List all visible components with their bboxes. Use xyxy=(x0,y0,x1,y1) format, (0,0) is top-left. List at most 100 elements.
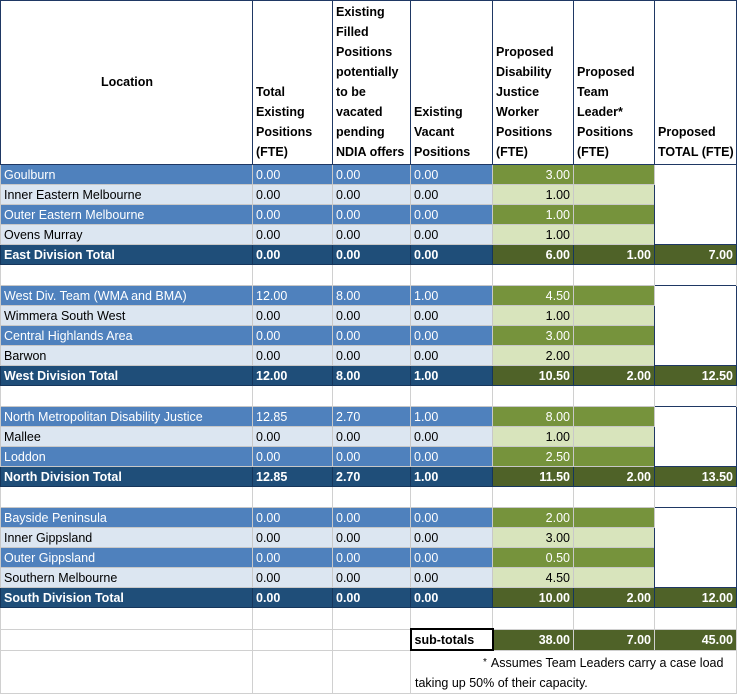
worker-cell: 4.50 xyxy=(492,285,574,306)
spacer-cell xyxy=(410,486,493,508)
worker-cell: 2.00 xyxy=(492,345,574,366)
spacer-cell xyxy=(654,486,737,508)
total-existing-cell: 0.00 xyxy=(252,507,333,528)
spacer-cell xyxy=(332,385,411,407)
team-leader-cell xyxy=(573,184,655,205)
spacer-cell xyxy=(492,607,574,629)
filled-cell: 2.70 xyxy=(332,406,411,427)
worker-cell: 2.00 xyxy=(492,507,574,528)
total-existing-cell: 0.00 xyxy=(252,305,333,326)
spacer-cell xyxy=(252,607,333,629)
location-cell: Mallee xyxy=(0,426,253,447)
worker-cell: 1.00 xyxy=(492,184,574,205)
total-existing-cell: 0.00 xyxy=(252,164,333,185)
vacant-cell: 0.00 xyxy=(410,224,493,245)
subtotal-total: 45.00 xyxy=(654,628,737,651)
table-row: Loddon 0.00 0.00 0.00 2.50 xyxy=(0,446,737,467)
team-leader-cell xyxy=(573,325,655,346)
vacant-cell: 0.00 xyxy=(410,527,493,548)
vacant-cell: 0.00 xyxy=(410,547,493,568)
location-cell: Outer Gippsland xyxy=(0,547,253,568)
filled-cell: 0.00 xyxy=(332,204,411,225)
header-team-leader: Proposed Team Leader* Positions (FTE) xyxy=(573,0,655,165)
spacer-cell xyxy=(410,385,493,407)
vacant-cell: 0.00 xyxy=(410,244,493,265)
table-row: North Metropolitan Disability Justice 12.… xyxy=(0,406,737,467)
empty-cell xyxy=(252,628,333,651)
team-leader-cell xyxy=(573,285,655,306)
spacer-cell xyxy=(332,486,411,508)
table-row: Barwon 0.00 0.00 0.00 2.00 xyxy=(0,345,737,366)
worker-cell: 1.00 xyxy=(492,224,574,245)
team-leader-cell: 2.00 xyxy=(573,587,655,608)
filled-cell: 0.00 xyxy=(332,446,411,467)
total-existing-cell: 0.00 xyxy=(252,345,333,366)
division-total-row: East Division Total 0.00 0.00 0.00 6.00 1.00 7… xyxy=(0,244,737,265)
total-existing-cell: 0.00 xyxy=(252,547,333,568)
spacer-cell xyxy=(654,385,737,407)
footnote-text: Assumes Team Leaders carry a case load t… xyxy=(415,656,724,690)
filled-cell: 8.00 xyxy=(332,365,411,386)
team-leader-cell: 2.00 xyxy=(573,466,655,487)
vacant-cell: 0.00 xyxy=(410,567,493,588)
vacant-cell: 1.00 xyxy=(410,285,493,306)
worker-cell: 1.00 xyxy=(492,426,574,447)
filled-cell: 8.00 xyxy=(332,285,411,306)
spacer-cell xyxy=(410,607,493,629)
total-cell: 12.00 xyxy=(654,587,737,608)
spacer-cell xyxy=(252,486,333,508)
filled-cell: 0.00 xyxy=(332,345,411,366)
worker-cell: 3.00 xyxy=(492,164,574,185)
spacer-cell xyxy=(573,264,655,286)
team-leader-cell xyxy=(573,507,655,528)
table-row: Wimmera South West 0.00 0.00 0.00 1.00 xyxy=(0,305,737,326)
worker-cell: 0.50 xyxy=(492,547,574,568)
spacer-cell xyxy=(0,385,253,407)
worker-cell: 8.00 xyxy=(492,406,574,427)
vacant-cell: 0.00 xyxy=(410,345,493,366)
table-row: Inner Eastern Melbourne 0.00 0.00 0.00 1.00 xyxy=(0,184,737,205)
empty-cell xyxy=(0,649,253,694)
total-cell xyxy=(654,164,737,245)
subtotal-worker: 38.00 xyxy=(492,628,574,651)
spacer-cell xyxy=(332,264,411,286)
location-cell: Central Highlands Area xyxy=(0,325,253,346)
team-leader-cell xyxy=(573,567,655,588)
division-total-label: South Division Total xyxy=(0,587,253,608)
vacant-cell: 0.00 xyxy=(410,426,493,447)
vacant-cell: 0.00 xyxy=(410,184,493,205)
filled-cell: 0.00 xyxy=(332,244,411,265)
total-existing-cell: 12.85 xyxy=(252,466,333,487)
location-cell: Loddon xyxy=(0,446,253,467)
location-cell: Wimmera South West xyxy=(0,305,253,326)
worker-cell: 10.50 xyxy=(492,365,574,386)
worker-cell: 1.00 xyxy=(492,204,574,225)
filled-cell: 0.00 xyxy=(332,426,411,447)
location-cell: Ovens Murray xyxy=(0,224,253,245)
table-row: West Div. Team (WMA and BMA) 12.00 8.00 1.0… xyxy=(0,285,737,366)
team-leader-cell xyxy=(573,547,655,568)
division-total-label: North Division Total xyxy=(0,466,253,487)
team-leader-cell xyxy=(573,406,655,427)
location-cell: Barwon xyxy=(0,345,253,366)
spacer-row xyxy=(0,607,737,629)
location-cell: Bayside Peninsula xyxy=(0,507,253,528)
filled-cell: 0.00 xyxy=(332,567,411,588)
vacant-cell: 0.00 xyxy=(410,587,493,608)
location-cell: Southern Melbourne xyxy=(0,567,253,588)
header-location: Location xyxy=(0,0,253,165)
empty-cell xyxy=(332,628,411,651)
header-row: Location Total Existing Positions (FTE) … xyxy=(0,0,737,165)
total-existing-cell: 0.00 xyxy=(252,446,333,467)
location-cell: Goulburn xyxy=(0,164,253,185)
spacer-cell xyxy=(252,385,333,407)
spacer-row xyxy=(0,385,737,407)
table-row: Ovens Murray 0.00 0.00 0.00 1.00 xyxy=(0,224,737,245)
worker-cell: 3.00 xyxy=(492,325,574,346)
total-existing-cell: 0.00 xyxy=(252,426,333,447)
spacer-cell xyxy=(492,486,574,508)
vacant-cell: 1.00 xyxy=(410,365,493,386)
filled-cell: 0.00 xyxy=(332,164,411,185)
subtotal-team-leader: 7.00 xyxy=(573,628,655,651)
team-leader-cell xyxy=(573,426,655,447)
